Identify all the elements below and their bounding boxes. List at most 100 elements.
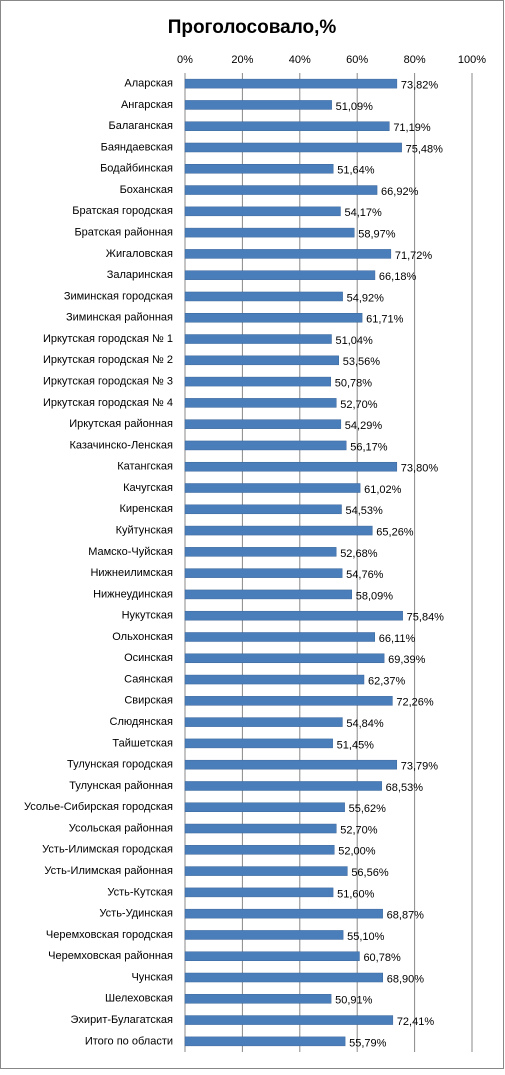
y-tick-label: Жигаловская — [106, 248, 173, 260]
y-tick-label: Усть-Илимская городская — [42, 844, 173, 856]
y-tick-label: Иркутская городская № 4 — [43, 397, 173, 409]
value-label: 65,26% — [376, 526, 414, 538]
bar — [184, 313, 363, 323]
bar — [184, 1015, 394, 1025]
value-label: 72,26% — [396, 697, 434, 709]
y-tick-label: Тулунская районная — [69, 780, 173, 792]
bar — [184, 440, 347, 451]
y-tick-label: Нижнеилимская — [90, 567, 173, 579]
value-label: 51,04% — [335, 335, 373, 347]
bar — [184, 1036, 346, 1047]
value-label: 75,84% — [407, 612, 445, 624]
value-label: 50,91% — [335, 995, 373, 1007]
y-tick-label: Шелеховская — [105, 993, 173, 1005]
bar — [184, 483, 361, 493]
bar — [184, 376, 331, 387]
value-label: 54,76% — [346, 569, 384, 581]
value-label: 54,53% — [346, 505, 384, 517]
y-tick-label: Саянская — [124, 673, 173, 685]
x-tick-label: 20% — [231, 54, 253, 66]
x-tick-label: 0% — [177, 54, 193, 66]
y-tick-label: Усольская районная — [69, 822, 173, 834]
bar — [184, 398, 337, 408]
value-label: 55,62% — [349, 803, 387, 815]
y-tick-label: Слюдянская — [110, 716, 173, 728]
value-label: 68,87% — [387, 910, 425, 922]
y-tick-label: Ольхонская — [112, 631, 173, 643]
x-tick-label: 100% — [458, 54, 486, 66]
value-label: 60,78% — [363, 952, 401, 964]
y-tick-label: Усть-Удинская — [99, 908, 173, 920]
value-label: 52,00% — [338, 846, 376, 858]
value-label: 75,48% — [406, 143, 444, 155]
value-label: 55,10% — [347, 931, 385, 943]
value-label: 51,09% — [336, 101, 374, 113]
value-label: 62,37% — [368, 675, 406, 687]
bar — [184, 525, 373, 536]
y-tick-label: Чунская — [131, 971, 173, 983]
bar — [184, 227, 355, 238]
x-tick-label: 40% — [289, 54, 311, 66]
value-label: 52,68% — [340, 548, 378, 560]
value-label: 66,11% — [379, 633, 416, 645]
bar — [184, 568, 343, 578]
value-label: 73,79% — [401, 761, 439, 773]
value-label: 69,39% — [388, 654, 426, 666]
bar — [184, 461, 398, 472]
y-tick-label: Казачинско-Ленская — [69, 439, 173, 451]
value-label: 51,60% — [337, 888, 375, 900]
y-tick-label: Куйтунская — [116, 524, 173, 536]
y-tick-label: Качугская — [123, 482, 173, 494]
y-tick-label: Катангская — [117, 461, 173, 473]
y-tick-label: Усолье-Сибирская городская — [24, 801, 173, 813]
value-label: 52,70% — [340, 399, 378, 411]
value-label: 68,90% — [387, 973, 425, 985]
bar — [184, 206, 341, 217]
y-tick-label: Боханская — [120, 184, 173, 196]
value-label: 73,82% — [401, 80, 439, 92]
y-tick-label: Аларская — [124, 78, 173, 90]
bar — [184, 334, 332, 344]
bar — [184, 823, 337, 834]
bar — [184, 866, 348, 876]
y-tick-label: Мамско-Чуйская — [88, 546, 173, 558]
bar — [184, 78, 398, 89]
y-tick-label: Ангарская — [121, 99, 173, 111]
value-label: 61,02% — [364, 484, 402, 496]
y-tick-label: Свирская — [124, 695, 173, 707]
value-label: 54,84% — [346, 718, 384, 730]
bar — [184, 589, 352, 600]
y-tick-label: Тулунская городская — [67, 759, 173, 771]
bar — [184, 632, 375, 642]
bar — [184, 908, 383, 919]
bar — [184, 270, 376, 280]
bar — [184, 653, 385, 664]
x-tick-label: 80% — [404, 54, 426, 66]
y-tick-label: Иркутская городская № 2 — [43, 354, 173, 366]
bar — [184, 121, 390, 131]
y-tick-label: Усть-Илимская районная — [44, 865, 173, 877]
bar — [184, 717, 343, 727]
y-tick-label: Итого по области — [85, 1035, 173, 1047]
bar — [184, 142, 402, 153]
value-label: 53,56% — [343, 356, 381, 368]
bar — [184, 185, 378, 195]
bar — [184, 291, 343, 302]
y-tick-label: Братская городская — [72, 205, 173, 217]
value-label: 66,18% — [379, 271, 417, 283]
bar — [184, 100, 332, 110]
value-label: 52,70% — [340, 824, 378, 836]
value-label: 54,92% — [347, 292, 385, 304]
y-tick-label: Черемховская районная — [48, 950, 173, 962]
bar — [184, 930, 344, 940]
y-tick-label: Балаганская — [109, 120, 174, 132]
y-tick-label: Заларинская — [107, 269, 173, 281]
value-label: 56,17% — [350, 441, 388, 453]
bar — [184, 504, 342, 515]
value-label: 58,09% — [356, 590, 394, 602]
bar — [184, 781, 382, 791]
y-tick-label: Иркутская городская № 1 — [43, 333, 173, 345]
bar — [184, 802, 345, 812]
y-tick-label: Иркутская городская № 3 — [43, 376, 173, 388]
